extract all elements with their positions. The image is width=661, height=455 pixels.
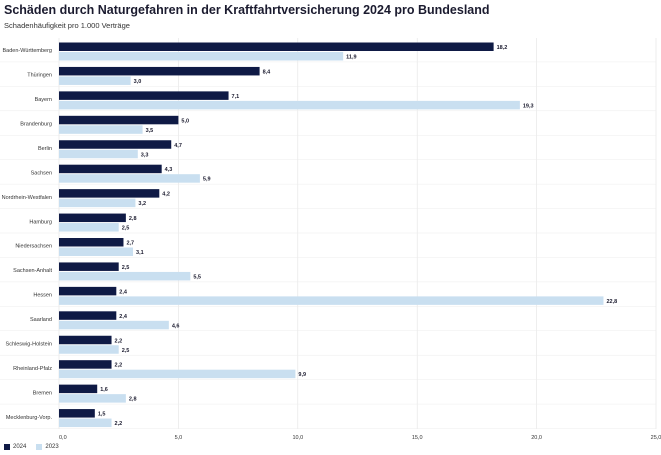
bar-2023 — [59, 174, 200, 183]
category-label: Berlin — [38, 146, 52, 152]
data-label: 22,8 — [606, 299, 617, 305]
data-label: 2,5 — [122, 226, 130, 232]
data-label: 2,7 — [126, 241, 134, 247]
data-label: 3,5 — [146, 128, 154, 134]
bar-2024 — [59, 262, 119, 271]
category-label: Mecklenburg-Vorp. — [6, 415, 53, 421]
bar-2024 — [59, 66, 260, 76]
bar-2024 — [59, 409, 95, 418]
legend-item-2024: 2024 — [4, 444, 26, 450]
legend-label-2024: 2024 — [13, 444, 27, 450]
category-label: Rheinland-Pfalz — [13, 366, 52, 372]
bar-2024 — [59, 311, 117, 320]
data-label: 3,2 — [138, 201, 146, 207]
bar-2024 — [59, 140, 172, 149]
data-label: 4,3 — [165, 167, 173, 173]
bar-2023 — [59, 418, 112, 428]
bar-2024 — [59, 189, 160, 198]
legend-item-2023: 2023 — [36, 444, 59, 450]
category-label: Hessen — [33, 293, 52, 299]
x-tick-label: 20,0 — [531, 435, 542, 441]
category-label: Saarland — [30, 317, 52, 323]
data-label: 9,9 — [298, 372, 306, 378]
category-label: Baden-Württemberg — [2, 48, 52, 54]
data-label: 2,4 — [119, 289, 128, 295]
data-label: 5,0 — [181, 118, 189, 124]
bar-2023 — [59, 198, 136, 208]
legend-swatch-2023 — [36, 444, 43, 450]
bar-2023 — [59, 100, 520, 110]
category-label: Sachsen — [31, 170, 52, 176]
data-label: 11,9 — [346, 55, 356, 61]
bar-2023 — [59, 247, 134, 256]
category-label: Bayern — [35, 97, 52, 103]
data-label: 2,8 — [129, 216, 137, 222]
bar-2024 — [59, 164, 162, 174]
data-label: 3,3 — [141, 152, 149, 158]
category-label: Schleswig-Holstein — [6, 341, 52, 347]
data-label: 4,6 — [172, 323, 180, 329]
bar-2024 — [59, 213, 126, 223]
bar-2023 — [59, 296, 604, 305]
bar-2024 — [59, 360, 112, 369]
x-tick-label: 10,0 — [292, 435, 303, 441]
bar-2024 — [59, 42, 494, 51]
data-label: 8,4 — [263, 69, 272, 75]
category-label: Hamburg — [29, 219, 52, 225]
data-label: 2,4 — [119, 314, 128, 320]
x-tick-label: 5,0 — [175, 435, 183, 441]
bar-2023 — [59, 76, 131, 85]
bar-2024 — [59, 91, 229, 100]
data-label: 2,2 — [115, 338, 123, 344]
bar-2024 — [59, 115, 179, 125]
data-label: 2,8 — [129, 397, 137, 403]
data-label: 2,2 — [115, 421, 123, 427]
legend-label-2023: 2023 — [45, 444, 59, 450]
bar-2023 — [59, 369, 296, 379]
bar-2023 — [59, 394, 126, 403]
category-label: Bremen — [33, 390, 52, 396]
bar-2023 — [59, 320, 169, 330]
category-label: Thüringen — [27, 73, 52, 79]
category-label: Nordrhein-Westfalen — [2, 195, 52, 201]
data-label: 19,3 — [523, 103, 534, 109]
chart-subtitle: Schadenhäufigkeit pro 1.000 Verträge — [4, 21, 130, 30]
bar-2023 — [59, 271, 191, 281]
bar-2024 — [59, 286, 117, 296]
bar-2024 — [59, 238, 124, 247]
x-tick-label: 0,0 — [59, 435, 67, 441]
bar-2023 — [59, 52, 344, 61]
legend: 2024 2023 — [4, 444, 59, 450]
data-label: 3,1 — [136, 250, 144, 256]
data-label: 4,7 — [174, 143, 182, 149]
bar-2023 — [59, 125, 143, 134]
bar-2023 — [59, 345, 119, 354]
data-label: 5,5 — [193, 274, 201, 280]
bar-2023 — [59, 223, 119, 232]
data-label: 7,1 — [232, 94, 240, 100]
bar-2024 — [59, 335, 112, 345]
data-label: 4,2 — [162, 192, 170, 198]
category-label: Brandenburg — [20, 122, 52, 128]
data-label: 18,2 — [497, 45, 508, 51]
category-label: Sachsen-Anhalt — [13, 268, 52, 274]
bar-2023 — [59, 149, 138, 159]
data-label: 1,5 — [98, 412, 106, 418]
data-label: 1,6 — [100, 387, 108, 393]
chart-title: Schäden durch Naturgefahren in der Kraft… — [4, 3, 490, 17]
data-label: 2,5 — [122, 348, 130, 354]
x-tick-label: 15,0 — [412, 435, 423, 441]
data-label: 3,0 — [134, 79, 142, 85]
x-tick-label: 25,0 — [651, 435, 661, 441]
data-label: 5,9 — [203, 177, 211, 183]
data-label: 2,5 — [122, 265, 130, 271]
category-label: Niedersachsen — [15, 244, 52, 250]
bar-2024 — [59, 384, 98, 394]
data-label: 2,2 — [115, 363, 123, 369]
legend-swatch-2024 — [4, 444, 10, 450]
